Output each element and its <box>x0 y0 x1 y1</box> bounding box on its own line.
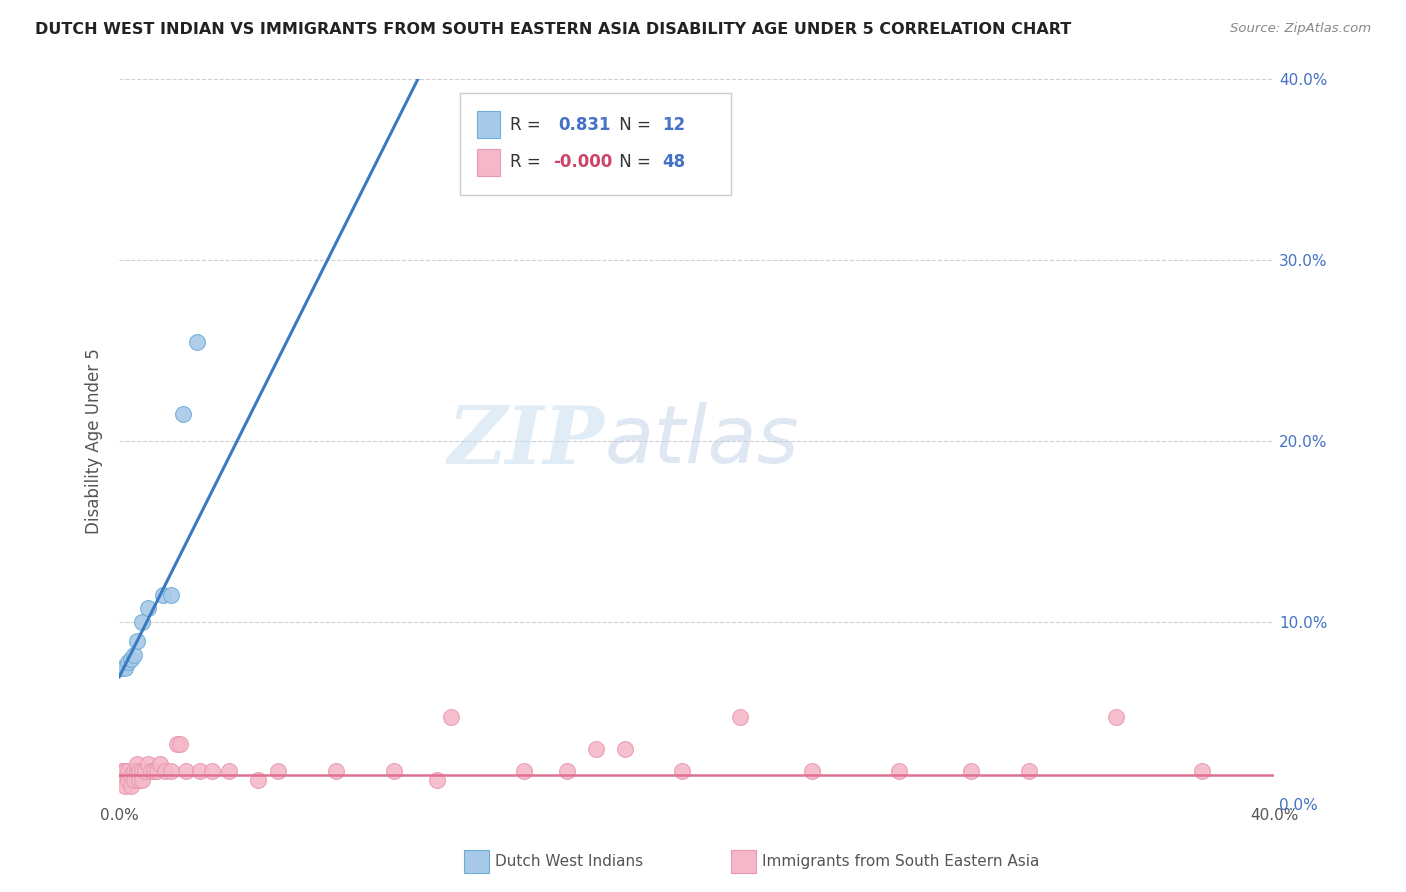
FancyBboxPatch shape <box>460 94 731 195</box>
Point <box>186 334 208 349</box>
Point <box>671 764 693 778</box>
Point <box>131 615 153 630</box>
Point <box>160 764 183 778</box>
Point <box>325 764 347 778</box>
Y-axis label: Disability Age Under 5: Disability Age Under 5 <box>86 349 103 534</box>
Point <box>122 764 145 778</box>
Point <box>201 764 224 778</box>
Point <box>131 773 153 788</box>
Text: atlas: atlas <box>605 402 799 480</box>
Point <box>128 764 150 778</box>
Point <box>155 764 177 778</box>
Text: R =: R = <box>510 116 551 134</box>
FancyBboxPatch shape <box>478 149 501 176</box>
Point <box>131 764 153 778</box>
Point <box>555 764 578 778</box>
Point <box>887 764 910 778</box>
Point <box>1104 709 1126 723</box>
Text: R =: R = <box>510 153 546 171</box>
Text: 0.831: 0.831 <box>558 116 610 134</box>
Point <box>585 742 607 756</box>
Point <box>142 764 165 778</box>
Text: Dutch West Indians: Dutch West Indians <box>495 855 643 869</box>
Point <box>120 651 142 665</box>
Point <box>120 767 142 781</box>
Point <box>728 709 751 723</box>
Text: Immigrants from South Eastern Asia: Immigrants from South Eastern Asia <box>762 855 1039 869</box>
Point <box>174 764 197 778</box>
Point <box>125 633 148 648</box>
Point <box>613 742 636 756</box>
Point <box>111 773 134 788</box>
Point <box>267 764 290 778</box>
Point <box>117 764 139 778</box>
Point <box>160 588 183 602</box>
Point <box>111 661 134 675</box>
Point <box>136 756 159 771</box>
Point <box>1191 764 1213 778</box>
Text: DUTCH WEST INDIAN VS IMMIGRANTS FROM SOUTH EASTERN ASIA DISABILITY AGE UNDER 5 C: DUTCH WEST INDIAN VS IMMIGRANTS FROM SOU… <box>35 22 1071 37</box>
Text: 48: 48 <box>662 153 685 171</box>
Point <box>188 764 211 778</box>
Point <box>512 764 534 778</box>
Point <box>146 764 169 778</box>
Point <box>1018 764 1040 778</box>
FancyBboxPatch shape <box>478 111 501 138</box>
Text: ZIP: ZIP <box>447 402 605 480</box>
Point <box>382 764 405 778</box>
Point <box>426 773 449 788</box>
Point <box>114 779 136 793</box>
Point <box>122 648 145 662</box>
Point <box>218 764 240 778</box>
Point <box>122 773 145 788</box>
Point <box>128 773 150 788</box>
Point <box>114 661 136 675</box>
Text: 12: 12 <box>662 116 685 134</box>
Point <box>152 588 174 602</box>
Point <box>172 407 194 421</box>
Point <box>117 656 139 670</box>
Point <box>960 764 983 778</box>
Text: -0.000: -0.000 <box>554 153 613 171</box>
Point <box>111 764 134 778</box>
Point <box>120 779 142 793</box>
Point <box>136 601 159 615</box>
Point <box>114 764 136 778</box>
Point <box>117 773 139 788</box>
Point <box>125 764 148 778</box>
Point <box>169 737 191 751</box>
Text: N =: N = <box>613 153 655 171</box>
Point <box>440 709 463 723</box>
Point <box>139 764 162 778</box>
Point <box>134 764 156 778</box>
Point <box>125 756 148 771</box>
Point <box>166 737 188 751</box>
Text: Source: ZipAtlas.com: Source: ZipAtlas.com <box>1230 22 1371 36</box>
Point <box>801 764 824 778</box>
Point <box>246 773 269 788</box>
Point <box>149 756 172 771</box>
Text: N =: N = <box>613 116 655 134</box>
